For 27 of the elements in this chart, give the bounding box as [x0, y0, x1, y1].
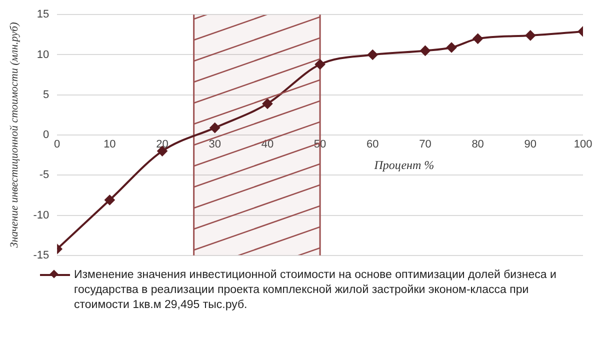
x-tick-label: 30 — [208, 138, 221, 151]
x-tick-label: 60 — [366, 138, 379, 151]
y-tick-label: 10 — [36, 48, 50, 61]
point — [104, 195, 115, 206]
x-tick-label: 80 — [472, 138, 484, 151]
point — [368, 50, 378, 60]
point — [446, 42, 457, 53]
x-tick-label: 10 — [104, 138, 116, 151]
x-axis-title: Процент % — [373, 158, 434, 172]
x-tick-label: 90 — [524, 138, 537, 151]
point — [420, 46, 430, 56]
y-axis-title: Значение инвестиционной стоимости (млн.руб) — [8, 22, 20, 248]
point — [315, 59, 326, 70]
y-tick-label: -5 — [39, 169, 50, 182]
y-tick-label: 5 — [42, 88, 50, 101]
x-tick-label: 100 — [574, 138, 592, 151]
point — [210, 122, 220, 133]
point — [525, 30, 536, 40]
y-tick-label: -15 — [33, 249, 50, 262]
y-tick-label: -10 — [33, 209, 50, 222]
point — [472, 34, 483, 44]
y-tick-label: 15 — [36, 8, 50, 21]
x-tick-label: 0 — [54, 138, 60, 151]
x-tick-label: 70 — [419, 138, 432, 151]
legend-label: Изменение значения инвестиционной стоимости на основе оптимизации долей бизнеса и государства в реализации проекта комплексной жилой застройки эконом-класса при стоимости 1кв.м 29,495 тыс.руб. — [74, 268, 558, 313]
y-tick-label: 0 — [42, 129, 50, 142]
point — [262, 98, 272, 109]
